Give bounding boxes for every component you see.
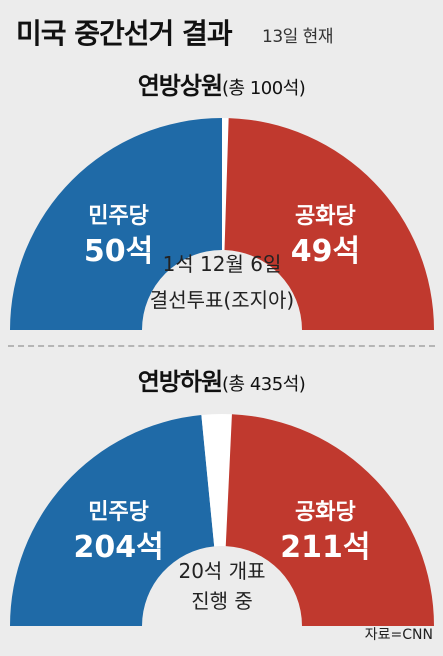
section-divider bbox=[8, 345, 435, 347]
date-note: 13일 현재 bbox=[262, 27, 333, 47]
senate-democrat-segment bbox=[10, 118, 222, 330]
house-note-line-2: 진행 중 bbox=[191, 589, 253, 613]
source-note: 자료=CNN bbox=[364, 627, 433, 643]
senate-total: (총 100석) bbox=[222, 78, 306, 99]
senate-title: 연방상원(총 100석) bbox=[0, 66, 443, 101]
house-democrat-segment bbox=[10, 415, 215, 626]
house-democrat-label: 민주당 bbox=[88, 500, 149, 525]
senate-note-line-2: 결선투표(조지아) bbox=[150, 288, 294, 312]
house-republican-segment bbox=[225, 414, 434, 626]
house-democrat-seats: 204석 bbox=[73, 530, 163, 565]
page-title: 미국 중간선거 결과 bbox=[16, 17, 233, 50]
house-title: 연방하원(총 435석) bbox=[0, 362, 443, 397]
senate-democrat-seats: 50석 bbox=[84, 234, 153, 269]
house-title-main: 연방하원 bbox=[137, 368, 223, 396]
house-pending-segment bbox=[201, 414, 232, 547]
senate-republican-seats: 49석 bbox=[291, 234, 360, 269]
house-note-line-1: 20석 개표 bbox=[178, 559, 265, 583]
senate-republican-label: 공화당 bbox=[295, 204, 356, 229]
house-republican-label: 공화당 bbox=[295, 500, 356, 525]
senate-note-line-1: 1석 12월 6일 bbox=[163, 252, 282, 276]
senate-democrat-label: 민주당 bbox=[88, 204, 149, 229]
house-total: (총 435석) bbox=[222, 374, 306, 395]
house-chart: 민주당 204석 공화당 211석 20석 개표 진행 중 bbox=[10, 414, 434, 626]
house-republican-seats: 211석 bbox=[280, 530, 370, 565]
senate-pending-segment bbox=[222, 118, 229, 251]
senate-republican-segment bbox=[224, 118, 434, 330]
senate-chart: 민주당 50석 공화당 49석 1석 12월 6일 결선투표(조지아) bbox=[10, 118, 434, 330]
senate-title-main: 연방상원 bbox=[137, 72, 223, 100]
